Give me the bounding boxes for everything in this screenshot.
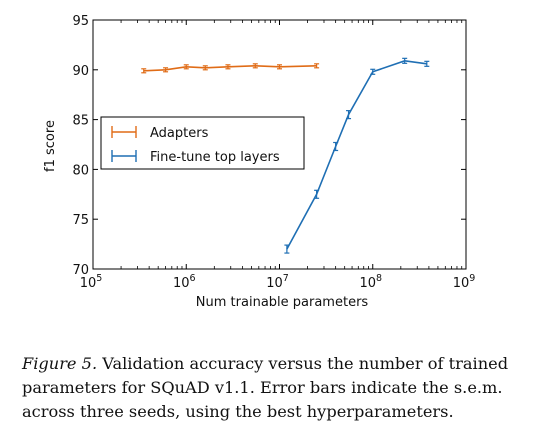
- data-point-0-0: [141, 68, 147, 74]
- y-tick-label-70: 70: [72, 263, 89, 278]
- data-point-0-3: [202, 65, 208, 71]
- data-point-1-3: [346, 110, 352, 120]
- chart: 70 75 80 85 90 95 105 106 107 108 109 Num trainabl…: [43, 14, 476, 310]
- data-point-0-7: [314, 63, 320, 69]
- legend-box: [100, 116, 305, 170]
- x-axis-label: Num trainable parameters: [196, 295, 369, 310]
- data-point-1-5: [402, 57, 408, 64]
- data-point-1-0: [284, 244, 290, 254]
- data-point-0-1: [163, 67, 169, 73]
- legend-swatch-adapters: [111, 126, 137, 138]
- legend-label-adapters: Adapters: [150, 126, 209, 141]
- data-point-0-6: [277, 64, 282, 70]
- data-point-1-6: [424, 60, 430, 67]
- data-point-1-2: [333, 141, 339, 152]
- legend-label-fine-tune: Fine-tune top layers: [150, 150, 280, 165]
- y-tick-label-90: 90: [72, 64, 89, 79]
- series-layer: [141, 57, 430, 254]
- series-line-0: [143, 65, 317, 72]
- x-tick-label-5: 105: [80, 273, 103, 291]
- axis-ticks: [92, 19, 467, 270]
- y-tick-label-75: 75: [72, 213, 89, 228]
- caption-text: Validation accuracy versus the number of…: [22, 354, 509, 421]
- x-tick-label-6: 106: [173, 273, 196, 291]
- y-tick-label-95: 95: [72, 14, 89, 29]
- y-tick-label-85: 85: [72, 114, 89, 129]
- legend: Adapters Fine-tune top layers: [100, 116, 305, 170]
- data-point-0-4: [225, 64, 231, 70]
- legend-swatch-fine-tune: [111, 150, 137, 162]
- y-axis-label: f1 score: [43, 120, 58, 172]
- data-point-0-2: [183, 64, 189, 70]
- y-tick-label-80: 80: [72, 163, 89, 178]
- data-point-1-4: [370, 68, 376, 75]
- x-tick-label-8: 108: [359, 273, 382, 291]
- caption-label: Figure 5.: [22, 354, 98, 373]
- x-tick-label-9: 109: [453, 273, 476, 291]
- data-point-0-5: [252, 63, 258, 69]
- x-tick-label-7: 107: [266, 273, 289, 291]
- figure-caption: Figure 5. Validation accuracy versus the…: [22, 352, 527, 424]
- series-line-1: [286, 60, 427, 250]
- data-point-1-1: [314, 189, 320, 199]
